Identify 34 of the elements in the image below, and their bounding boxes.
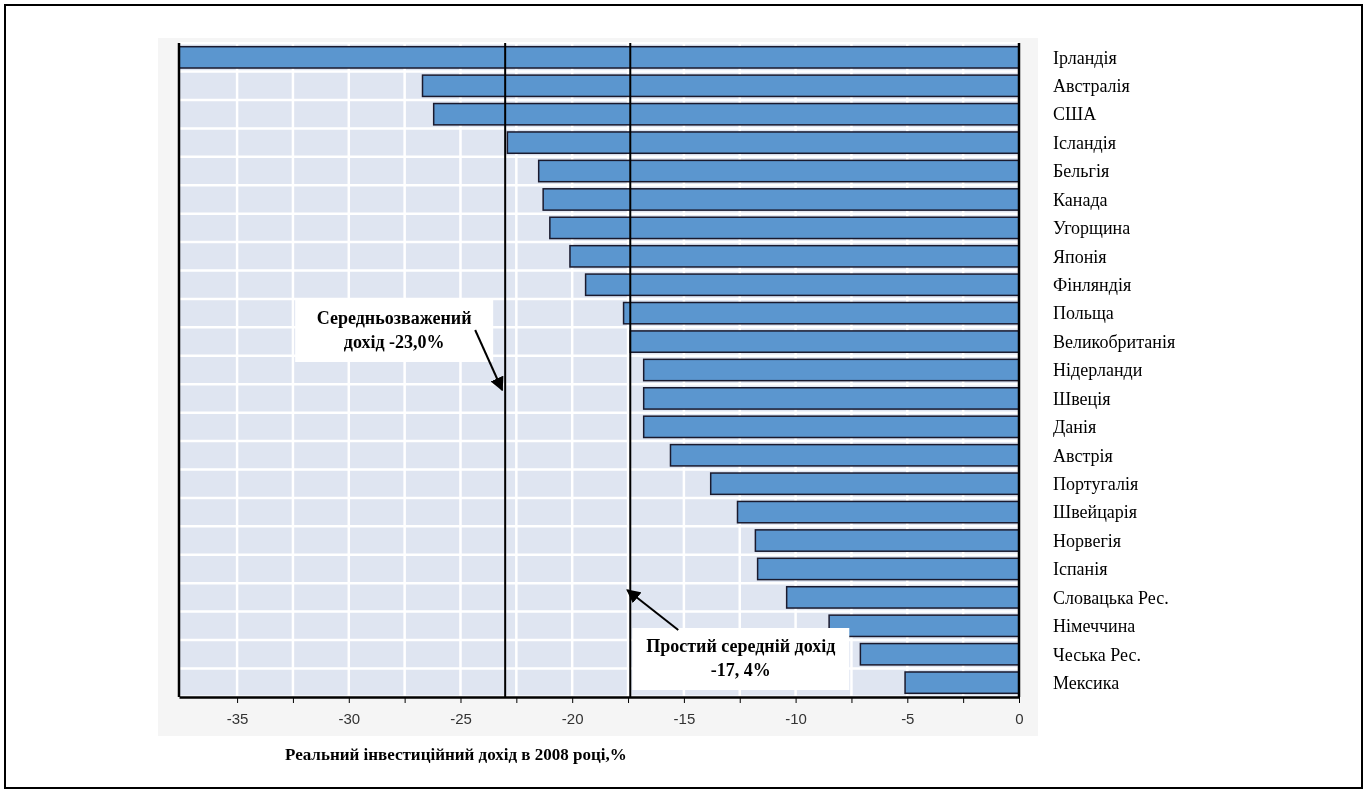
ref-line-label: Середньозважений дохід -23,0%	[316, 308, 472, 352]
y-tick-label: Норвегія	[1053, 530, 1122, 551]
x-tick-label: -5	[901, 710, 915, 727]
x-tick-label: -35	[226, 710, 249, 727]
y-tick-label: Ісландія	[1053, 132, 1117, 153]
y-tick-label: Мексика	[1053, 672, 1120, 693]
y-tick-label: Німеччина	[1053, 616, 1136, 637]
y-tick-label: Іспанія	[1053, 559, 1108, 580]
x-tick-label: -25	[450, 710, 472, 727]
y-tick-label: Канада	[1053, 189, 1108, 210]
y-tick-label: Польща	[1053, 303, 1114, 324]
y-tick-label: Португалія	[1053, 473, 1139, 494]
y-tick-label: Данія	[1053, 417, 1097, 438]
y-tick-label: Ірландія	[1053, 47, 1117, 68]
y-tick-label: Австралія	[1053, 76, 1130, 97]
y-tick-label: Словацька Рес.	[1053, 587, 1169, 608]
y-tick-label: Швейцарія	[1053, 502, 1138, 523]
y-tick-label: Японія	[1053, 246, 1107, 267]
x-tick-label: -10	[785, 710, 807, 727]
y-tick-label: США	[1053, 104, 1097, 125]
y-tick-label: Чеська Рес.	[1053, 644, 1141, 665]
x-tick-label: -30	[338, 710, 361, 727]
x-tick-label: -20	[561, 710, 584, 727]
ref-line-label: Простий середній дохід -17, 4%	[646, 636, 836, 680]
y-tick-label: Нідерланди	[1053, 360, 1143, 381]
y-tick-label: Австрія	[1053, 445, 1113, 466]
x-tick-label: 0	[1015, 710, 1024, 727]
y-tick-label: Угорщина	[1053, 218, 1131, 239]
y-tick-label: Бельгія	[1053, 161, 1110, 182]
x-axis-title: Реальний інвестиційний дохід в 2008 році,%	[285, 745, 627, 764]
y-tick-label: Великобританія	[1053, 331, 1176, 352]
y-tick-label: Фінляндія	[1053, 275, 1132, 296]
x-tick-label: -15	[673, 710, 696, 727]
y-tick-label: Швеція	[1053, 388, 1111, 409]
